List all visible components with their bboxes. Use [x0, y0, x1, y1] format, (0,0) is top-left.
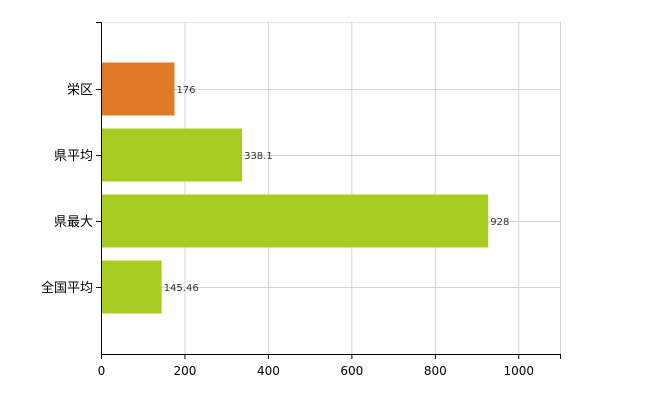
bar-3	[102, 194, 489, 248]
category-label: 県最大	[54, 215, 93, 230]
x-tick-label: 200	[174, 364, 197, 378]
x-tick-label: 0	[98, 364, 106, 378]
data-label: 928	[490, 217, 509, 228]
category-label: 県平均	[54, 149, 93, 164]
x-tick-label: 600	[340, 364, 363, 378]
bar-4	[102, 260, 162, 314]
x-tick-label: 1000	[503, 364, 534, 378]
data-label: 145.46	[164, 283, 199, 294]
category-label: 全国平均	[41, 280, 93, 296]
bar-2	[102, 128, 243, 182]
x-tick-label: 400	[257, 364, 280, 378]
data-label: 176	[176, 85, 195, 96]
bar-1	[102, 62, 175, 116]
x-tick-label: 800	[424, 364, 447, 378]
category-label: 栄区	[67, 83, 93, 98]
data-label: 338.1	[244, 151, 273, 162]
